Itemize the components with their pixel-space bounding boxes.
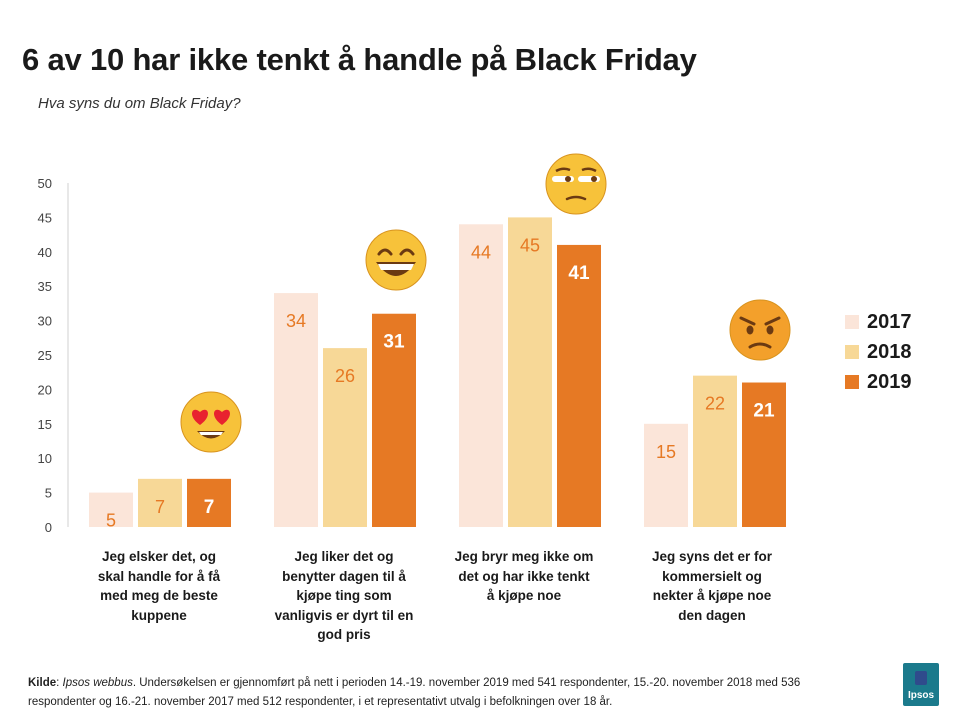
legend-item-2019: 2019	[845, 367, 912, 397]
data-label-2019: 31	[383, 332, 405, 353]
y-tick-label: 5	[45, 486, 52, 501]
bar-2019	[372, 313, 416, 527]
y-tick-label: 25	[38, 348, 52, 363]
data-label-2018: 45	[520, 235, 540, 255]
y-tick-label: 45	[38, 210, 52, 225]
grinning-emoji-icon	[365, 229, 427, 291]
footnote-source: Ipsos webbus	[62, 677, 133, 689]
legend-label: 2018	[867, 340, 912, 363]
footnote: Kilde: Ipsos webbus. Undersøkelsen er gj…	[28, 677, 801, 708]
y-tick-label: 30	[38, 314, 52, 329]
data-label-2017: 34	[286, 311, 306, 331]
bar-2017	[644, 423, 688, 527]
legend-label: 2017	[867, 310, 912, 333]
x-category-label: Jeg syns det er for kommersielt og nekte…	[651, 549, 773, 623]
bar-2018	[138, 478, 182, 527]
data-label-2019: 21	[753, 401, 775, 422]
bar-2018	[508, 217, 552, 527]
bar-2017	[459, 224, 503, 527]
legend-item-2018: 2018	[845, 337, 912, 367]
legend-item-2017: 2017	[845, 307, 912, 337]
legend-label: 2019	[867, 370, 912, 393]
bar-2017	[89, 492, 133, 527]
bar-2019	[742, 382, 786, 527]
data-label-2019: 41	[568, 263, 590, 284]
legend-swatch	[845, 345, 859, 359]
x-category-label: Jeg liker det og benytter dagen til å kj…	[274, 549, 414, 642]
x-category-label: Jeg bryr meg ikke om det og har ikke ten…	[454, 549, 594, 603]
bar-2018	[323, 348, 367, 527]
y-tick-label: 10	[38, 451, 52, 466]
data-label-2017: 5	[106, 511, 116, 531]
legend-swatch	[845, 375, 859, 389]
data-label-2017: 44	[471, 242, 491, 262]
y-tick-label: 35	[38, 279, 52, 294]
bar-2018	[693, 375, 737, 527]
y-tick-label: 50	[38, 176, 52, 191]
logo-text: Ipsos	[907, 690, 935, 701]
y-tick-label: 20	[38, 382, 52, 397]
bar-2019	[187, 478, 231, 527]
angry-emoji-icon	[729, 299, 791, 361]
footnote-text: . Undersøkelsen er gjennomført på nett i…	[28, 677, 801, 708]
ipsos-logo-icon: Ipsos	[903, 663, 939, 706]
unamused-emoji-icon	[545, 153, 607, 215]
x-category-label: Jeg elsker det, og skal handle for å få …	[97, 549, 221, 623]
data-label-2017: 15	[656, 442, 676, 462]
chart-subtitle: Hva syns du om Black Friday?	[38, 95, 241, 112]
bar-2017	[274, 293, 318, 527]
heart-eyes-emoji-icon	[180, 391, 242, 453]
legend: 2017 2018 2019	[845, 307, 912, 397]
data-label-2018: 22	[705, 394, 725, 414]
legend-swatch	[845, 315, 859, 329]
data-label-2018: 26	[335, 366, 355, 386]
data-label-2019: 7	[204, 497, 215, 518]
y-tick-label: 0	[45, 520, 52, 535]
chart-title: 6 av 10 har ikke tenkt å handle på Black…	[22, 42, 697, 77]
data-label-2018: 7	[155, 497, 165, 517]
footnote-label: Kilde	[28, 677, 57, 689]
bar-2019	[557, 244, 601, 528]
y-tick-label: 15	[38, 417, 52, 432]
y-tick-label: 40	[38, 245, 52, 260]
